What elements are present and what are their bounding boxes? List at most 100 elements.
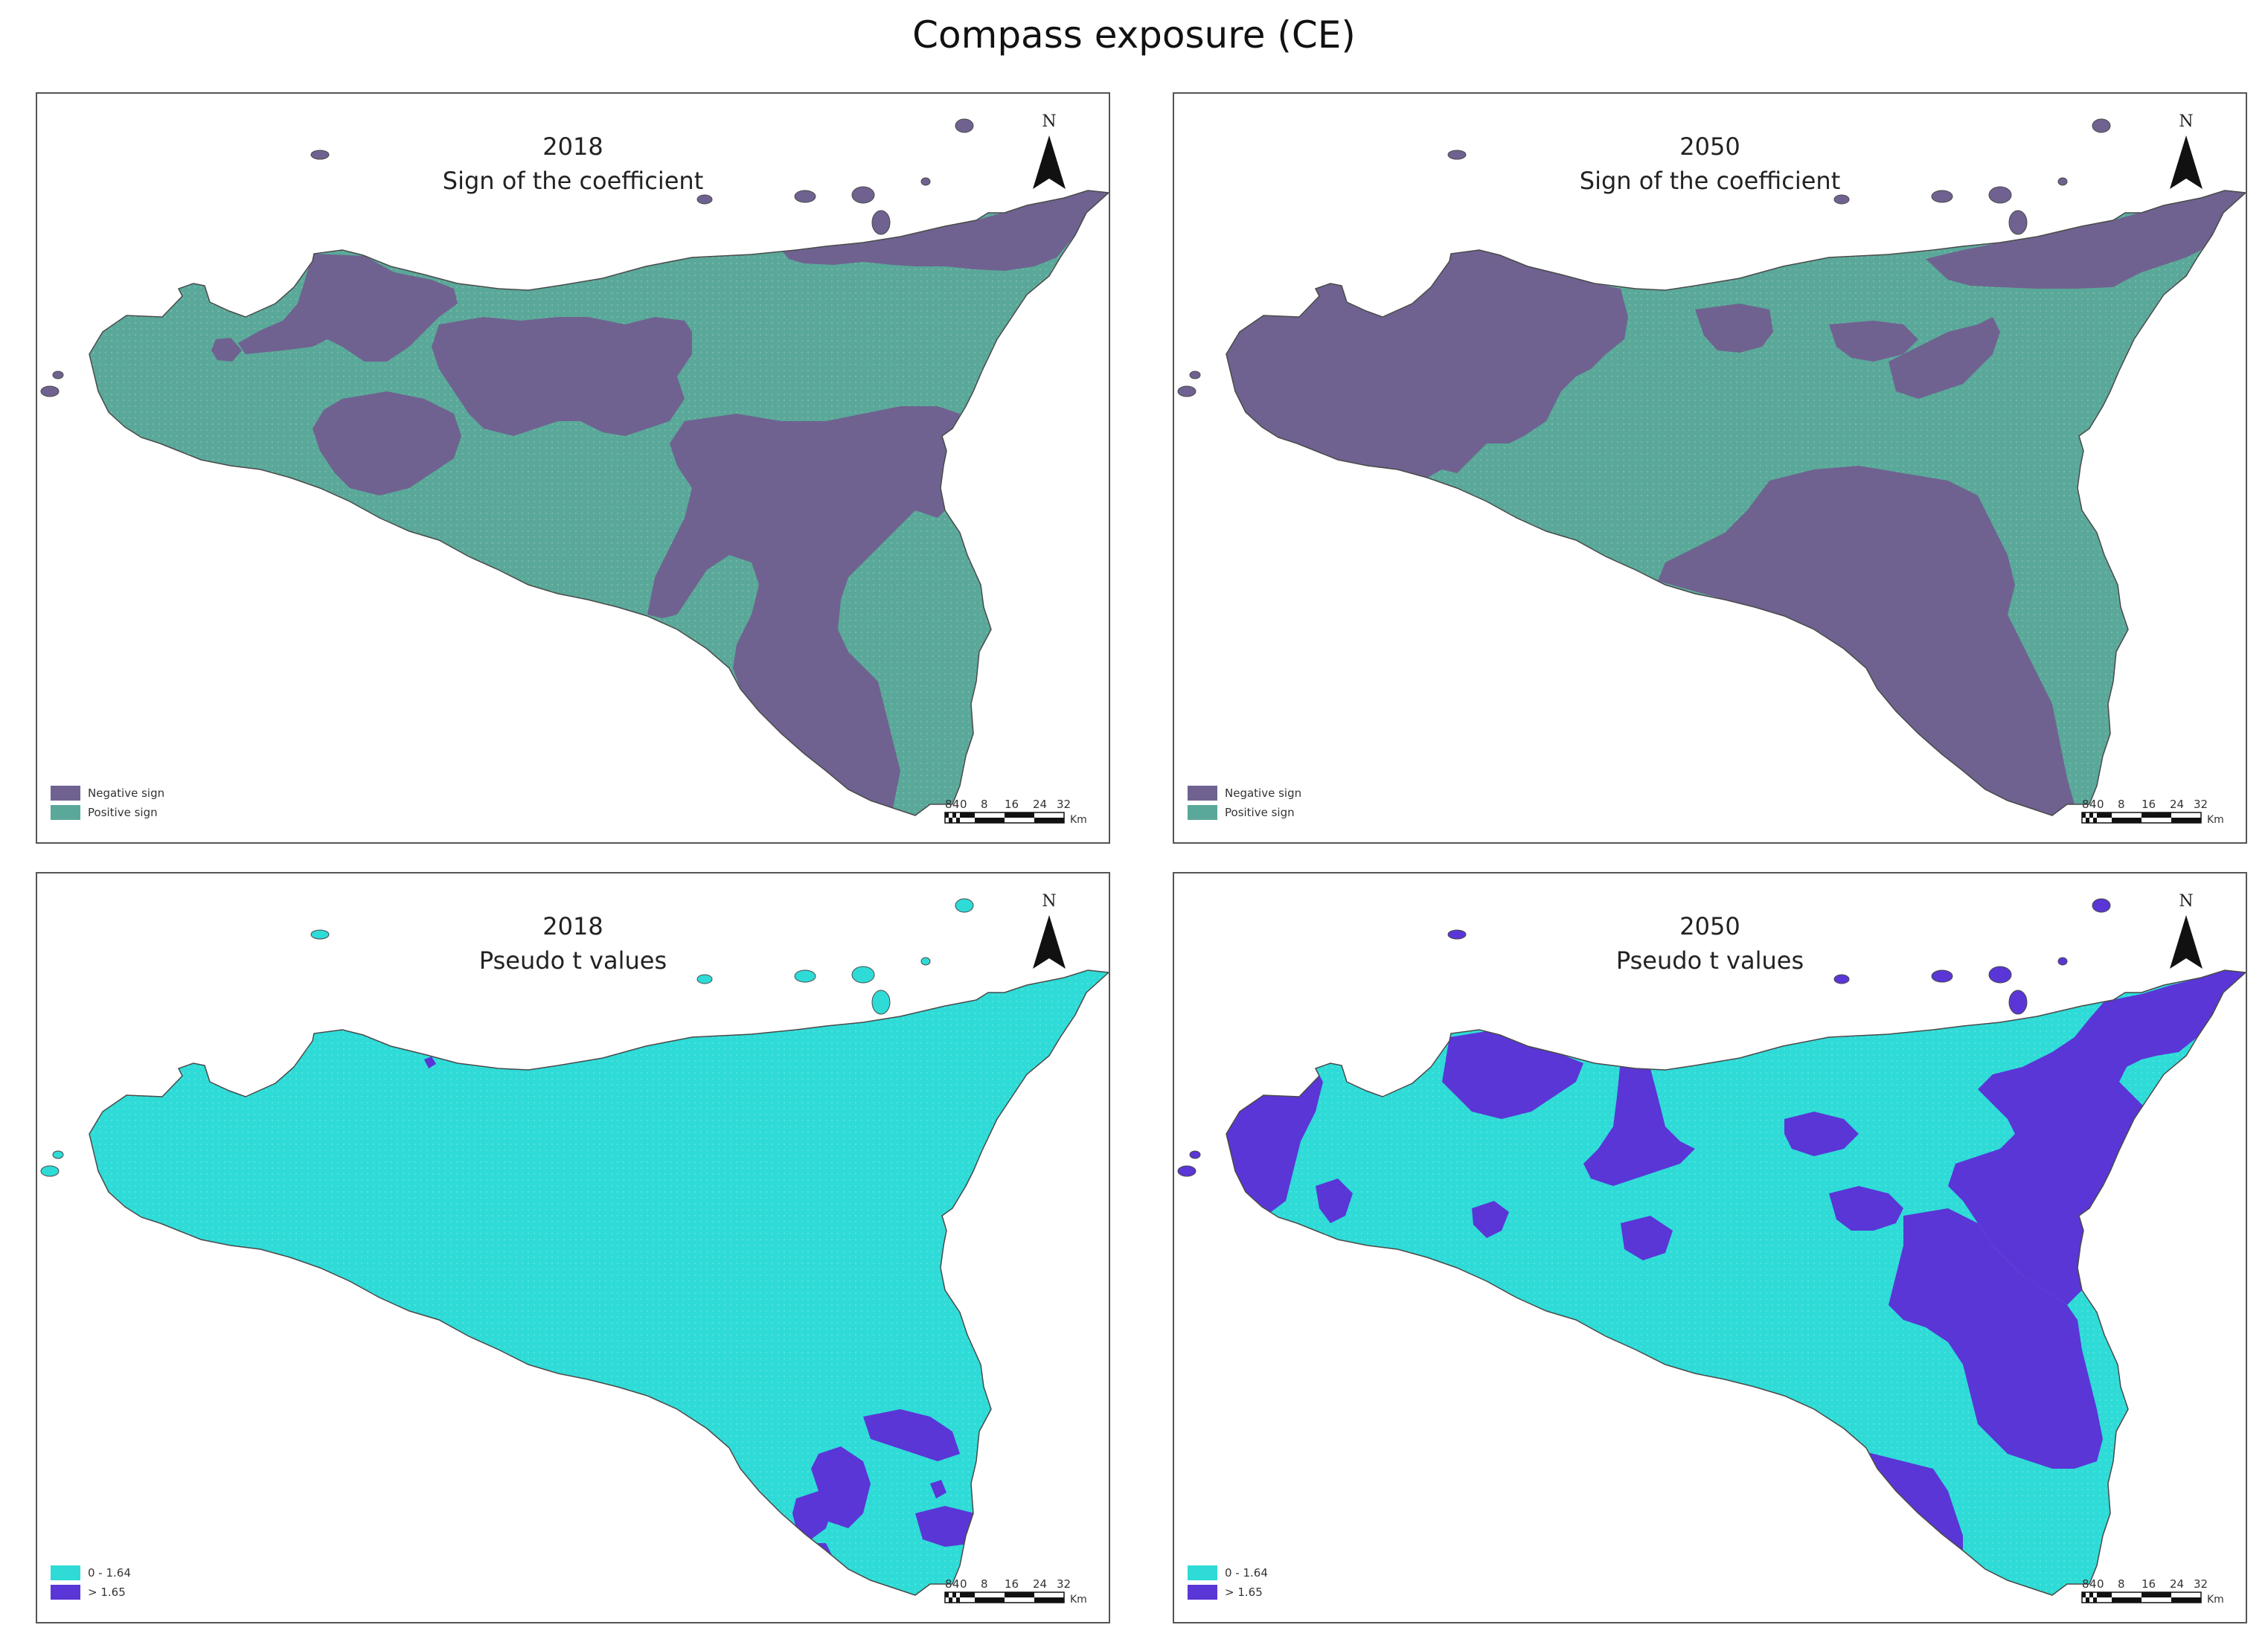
island-salina xyxy=(1988,966,2012,984)
coastline xyxy=(89,190,1109,816)
class-region xyxy=(1948,970,2246,1305)
legend-label: Positive sign xyxy=(1225,806,1295,819)
island-favignana xyxy=(40,385,60,397)
island-ustica xyxy=(1447,929,1467,940)
figure-title: Compass exposure (CE) xyxy=(912,13,1356,57)
sicily-map xyxy=(1177,118,2246,816)
scale-tick-label: 8 xyxy=(2082,1577,2089,1591)
scale-unit: Km xyxy=(2207,814,2224,826)
class-region xyxy=(424,1057,436,1068)
sicily-mainland xyxy=(89,190,1109,815)
scale-tick-label: 4 xyxy=(952,798,960,811)
legend-item: > 1.65 xyxy=(51,1585,131,1600)
island-lipari xyxy=(2008,990,2028,1015)
island-stromboli xyxy=(2092,898,2111,913)
island-alicudi xyxy=(1833,194,1850,205)
class-region xyxy=(432,317,692,436)
panel-title: 2050 Sign of the coefficient xyxy=(1174,129,2246,198)
scale-tick-label: 0 xyxy=(960,798,967,811)
legend-item: Positive sign xyxy=(51,805,164,820)
north-arrow-icon xyxy=(2170,135,2203,189)
class-region xyxy=(238,254,458,362)
scale-unit: Km xyxy=(1070,1594,1087,1606)
island-filicudi xyxy=(794,969,816,983)
north-arrow: N xyxy=(1033,112,1066,189)
panel-title: 2018 Pseudo t values xyxy=(37,909,1109,978)
map-panel-2050-pseudo-t: 2050 Pseudo t values N 0 - 1.64 > 1.65 8… xyxy=(1173,872,2247,1623)
scale-tick-label: 4 xyxy=(2089,798,2097,811)
class-region xyxy=(1695,304,1773,353)
scale-tick-label: 8 xyxy=(981,1577,988,1591)
island-lipari xyxy=(871,990,891,1015)
panel-subtitle: Pseudo t values xyxy=(478,946,667,975)
sicily-map xyxy=(40,898,1109,1596)
class-region xyxy=(1658,466,2075,815)
north-arrow-icon xyxy=(2170,915,2203,969)
north-arrow: N xyxy=(2170,112,2203,189)
scale-tick-label: 24 xyxy=(1033,1577,1047,1591)
north-arrow-icon xyxy=(1033,135,1066,189)
scale-bar: 8 4 0 8 16 24 32 Km xyxy=(2081,798,2224,826)
class-region xyxy=(1530,283,1598,362)
legend-item: Positive sign xyxy=(1188,805,1301,820)
legend: Negative sign Positive sign xyxy=(1188,781,1301,820)
class-region xyxy=(1442,1031,1583,1119)
class-region xyxy=(647,406,960,808)
scale-bar: 8 4 0 8 16 24 32 Km xyxy=(944,1577,1087,1606)
panel-year: 2018 xyxy=(542,132,603,161)
class-region xyxy=(1829,1186,1903,1231)
scale-tick-label: 32 xyxy=(2194,798,2208,811)
class-region xyxy=(1583,1059,1695,1186)
class-overlay xyxy=(1226,190,2246,815)
scale-tick-label: 32 xyxy=(1057,1577,1071,1591)
coastline xyxy=(89,969,1109,1596)
legend: Negative sign Positive sign xyxy=(51,781,164,820)
legend-swatch xyxy=(51,1565,80,1580)
scale-tick-label: 16 xyxy=(1005,1577,1019,1591)
island-stromboli xyxy=(955,898,974,913)
north-arrow: N xyxy=(1033,892,1066,969)
scale-tick-label: 8 xyxy=(981,798,988,811)
scale-tick-label: 16 xyxy=(2142,798,2156,811)
legend-swatch xyxy=(51,1585,80,1600)
island-ustica xyxy=(310,150,330,160)
class-region xyxy=(819,548,842,574)
scale-tick-label: 4 xyxy=(952,1577,960,1591)
panel-subtitle: Sign of the coefficient xyxy=(442,167,704,195)
class-region xyxy=(1472,1201,1509,1238)
class-region xyxy=(1889,317,2000,399)
island-salina xyxy=(851,186,875,204)
scale-bar: 8 4 0 8 16 24 32 Km xyxy=(944,798,1087,826)
island-panarea xyxy=(2057,177,2068,186)
scale-tick-label: 0 xyxy=(2097,1577,2104,1591)
panel-year: 2018 xyxy=(542,912,603,940)
legend-swatch xyxy=(1188,1565,1217,1580)
legend-swatch xyxy=(51,805,80,820)
class-region xyxy=(543,356,567,378)
legend-label: Negative sign xyxy=(1225,786,1302,800)
legend-label: > 1.65 xyxy=(1225,1586,1263,1599)
panel-title: 2050 Pseudo t values xyxy=(1174,909,2246,978)
island-favignana xyxy=(1177,1165,1197,1177)
scale-tick-label: 8 xyxy=(2118,1577,2125,1591)
legend-item: Negative sign xyxy=(51,786,164,801)
island-lipari xyxy=(2008,210,2028,235)
island-panarea xyxy=(920,957,931,966)
legend-label: > 1.65 xyxy=(88,1586,126,1599)
panel-year: 2050 xyxy=(1679,912,1740,940)
island-filicudi xyxy=(1931,969,1953,983)
class-region xyxy=(1784,1112,1859,1156)
map-panel-2018-pseudo-t: 2018 Pseudo t values N 0 - 1.64 > 1.65 8… xyxy=(36,872,1110,1623)
panel-year: 2050 xyxy=(1679,132,1740,161)
legend-item: 0 - 1.64 xyxy=(51,1565,131,1580)
map-panel-2018-sign: 2018 Sign of the coefficient N Negative … xyxy=(36,92,1110,844)
class-region xyxy=(1316,1179,1353,1223)
legend-label: 0 - 1.64 xyxy=(88,1566,131,1580)
island-stromboli xyxy=(955,118,974,133)
class-region xyxy=(1814,1446,1963,1551)
scale-tick-label: 24 xyxy=(2170,798,2184,811)
class-region xyxy=(863,1409,960,1461)
scale-tick-label: 24 xyxy=(1033,798,1047,811)
class-region xyxy=(930,1480,946,1498)
class-region xyxy=(625,1476,649,1504)
